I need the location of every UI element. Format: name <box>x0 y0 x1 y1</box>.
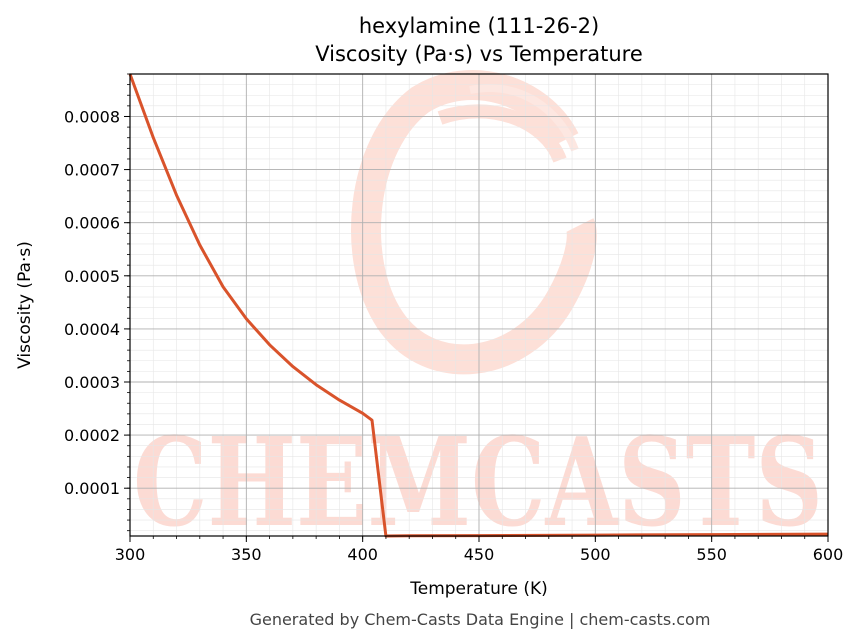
y-tick-label: 0.0005 <box>64 267 120 286</box>
watermark: CHEMCASTS <box>133 70 823 554</box>
chart-subtitle: Viscosity (Pa·s) vs Temperature <box>315 42 643 66</box>
y-tick-label: 0.0002 <box>64 426 120 445</box>
x-tick-label: 400 <box>347 545 378 564</box>
y-tick-label: 0.0004 <box>64 320 120 339</box>
watermark-logo-ring <box>351 70 597 375</box>
x-tick-label: 550 <box>696 545 727 564</box>
y-tick-label: 0.0001 <box>64 479 120 498</box>
y-tick-label: 0.0006 <box>64 214 120 233</box>
x-tick-label: 300 <box>115 545 146 564</box>
chart-title: hexylamine (111-26-2) <box>359 14 599 38</box>
y-axis-label: Viscosity (Pa·s) <box>15 241 35 369</box>
x-tick-label: 350 <box>231 545 262 564</box>
x-tick-label: 500 <box>580 545 611 564</box>
y-tick-label: 0.0008 <box>64 107 120 126</box>
footer-credit: Generated by Chem-Casts Data Engine | ch… <box>250 610 711 629</box>
tick-labels: 300 350 400 450 500 550 600 0.0001 0.0002 0.0003 0… <box>64 107 843 564</box>
y-tick-label: 0.0007 <box>64 161 120 180</box>
x-tick-label: 450 <box>464 545 495 564</box>
watermark-text: CHEMCASTS <box>133 410 823 554</box>
x-tick-label: 600 <box>813 545 844 564</box>
y-tick-label: 0.0003 <box>64 373 120 392</box>
axis-ticks <box>124 73 829 542</box>
x-axis-label: Temperature (K) <box>409 579 548 599</box>
